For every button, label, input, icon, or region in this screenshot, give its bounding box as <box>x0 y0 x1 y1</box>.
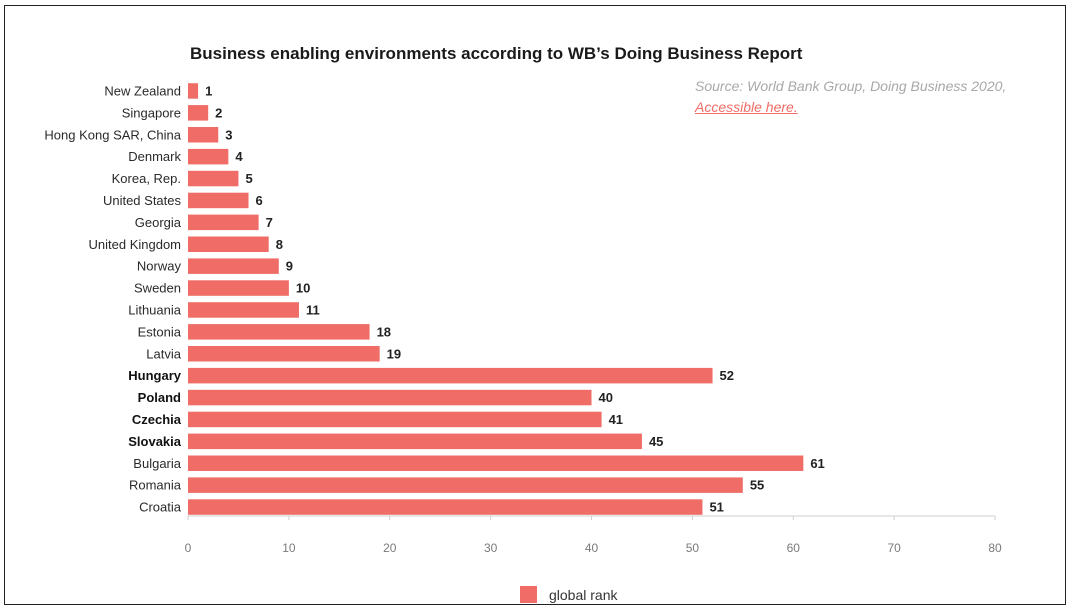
data-label-united-kingdom: 8 <box>276 237 283 252</box>
bar-romania <box>188 477 743 493</box>
category-label-bulgaria: Bulgaria <box>133 456 181 471</box>
bar-united-kingdom <box>188 236 269 252</box>
category-label-new-zealand: New Zealand <box>104 83 181 98</box>
data-label-new-zealand: 1 <box>205 83 212 98</box>
x-tick-label-40: 40 <box>585 541 599 555</box>
data-label-slovakia: 45 <box>649 434 663 449</box>
data-label-singapore: 2 <box>215 105 222 120</box>
bar-estonia <box>188 324 370 340</box>
data-label-georgia: 7 <box>266 215 273 230</box>
source-note: Source: World Bank Group, Doing Business… <box>695 76 1006 118</box>
bar-latvia <box>188 346 380 362</box>
bar-lithuania <box>188 302 299 318</box>
x-tick-label-10: 10 <box>282 541 296 555</box>
data-label-croatia: 51 <box>709 500 723 515</box>
data-label-lithuania: 11 <box>306 302 320 317</box>
bar-czechia <box>188 411 602 428</box>
data-label-united-states: 6 <box>256 193 263 208</box>
bar-korea-rep <box>188 170 239 187</box>
category-label-czechia: Czechia <box>132 412 182 427</box>
data-label-poland: 40 <box>599 390 613 405</box>
x-tick-label-0: 0 <box>185 541 192 555</box>
source-link[interactable]: Accessible here. <box>695 99 798 115</box>
category-label-slovakia: Slovakia <box>128 434 182 449</box>
bar-bulgaria <box>188 455 804 471</box>
category-label-united-kingdom: United Kingdom <box>89 237 182 252</box>
data-label-hong-kong-sar-china: 3 <box>225 127 232 142</box>
category-label-korea-rep: Korea, Rep. <box>112 171 181 186</box>
x-tick-label-30: 30 <box>484 541 498 555</box>
data-label-romania: 55 <box>750 478 764 493</box>
category-label-croatia: Croatia <box>139 500 182 515</box>
bar-norway <box>188 258 279 274</box>
bar-singapore <box>188 105 209 121</box>
bar-hong-kong-sar-china <box>188 127 219 143</box>
category-label-lithuania: Lithuania <box>128 302 182 317</box>
source-text: Source: World Bank Group, Doing Business… <box>695 78 1007 94</box>
bar-sweden <box>188 280 289 296</box>
category-label-romania: Romania <box>129 478 182 493</box>
data-label-czechia: 41 <box>609 412 623 427</box>
category-label-poland: Poland <box>138 390 181 405</box>
bar-georgia <box>188 214 259 231</box>
data-label-korea-rep: 5 <box>245 171 252 186</box>
data-label-hungary: 52 <box>720 368 734 383</box>
bar-new-zealand <box>188 83 199 99</box>
category-label-norway: Norway <box>137 259 182 274</box>
category-label-hong-kong-sar-china: Hong Kong SAR, China <box>44 127 181 142</box>
category-label-singapore: Singapore <box>122 105 181 120</box>
category-label-hungary: Hungary <box>128 368 182 383</box>
bar-denmark <box>188 148 229 165</box>
x-tick-label-80: 80 <box>988 541 1002 555</box>
chart-title: Business enabling environments according… <box>190 44 803 63</box>
legend-swatch <box>520 586 537 603</box>
x-tick-label-70: 70 <box>887 541 901 555</box>
data-label-latvia: 19 <box>387 346 401 361</box>
data-label-norway: 9 <box>286 259 293 274</box>
category-label-united-states: United States <box>103 193 182 208</box>
category-label-denmark: Denmark <box>128 149 181 164</box>
bar-croatia <box>188 499 703 515</box>
data-label-denmark: 4 <box>235 149 243 164</box>
x-tick-label-60: 60 <box>787 541 801 555</box>
x-tick-label-20: 20 <box>383 541 397 555</box>
bar-united-states <box>188 192 249 209</box>
legend: global rank <box>520 586 618 603</box>
legend-label: global rank <box>549 586 618 603</box>
category-label-georgia: Georgia <box>135 215 182 230</box>
bar-slovakia <box>188 433 642 450</box>
x-tick-label-50: 50 <box>686 541 700 555</box>
category-label-latvia: Latvia <box>146 346 181 361</box>
category-label-sweden: Sweden <box>134 281 181 296</box>
bar-hungary <box>188 367 713 384</box>
data-label-bulgaria: 61 <box>810 456 824 471</box>
data-label-estonia: 18 <box>377 324 391 339</box>
category-label-estonia: Estonia <box>138 324 182 339</box>
data-label-sweden: 10 <box>296 281 310 296</box>
bar-poland <box>188 389 592 406</box>
